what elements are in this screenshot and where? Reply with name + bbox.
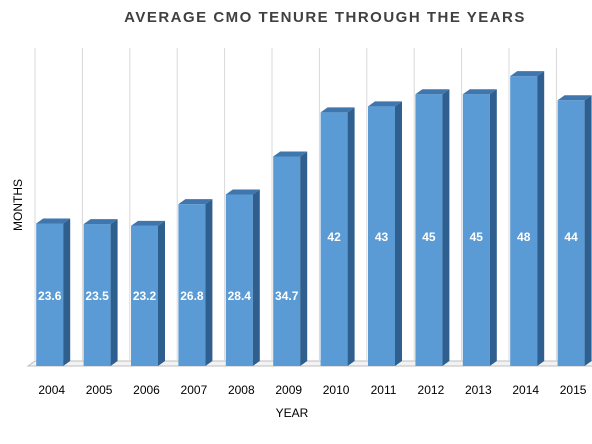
- data-label: 23.2: [133, 289, 157, 303]
- bar-side: [300, 151, 308, 366]
- bar: [415, 94, 443, 366]
- bar-top: [415, 89, 450, 95]
- bar-top: [83, 219, 118, 225]
- chart-title: AVERAGE CMO TENURE THROUGH THE YEARS: [124, 9, 526, 26]
- bar-top: [36, 218, 71, 224]
- bar: [83, 224, 111, 366]
- x-tick-label: 2010: [323, 383, 350, 397]
- bar-top: [368, 101, 402, 107]
- data-label: 45: [422, 230, 436, 244]
- bar-side: [63, 218, 71, 366]
- bar-top: [178, 199, 213, 205]
- data-label: 34.7: [275, 289, 299, 303]
- data-label: 28.4: [228, 289, 252, 303]
- data-label: 43: [375, 230, 389, 244]
- bar-top: [557, 95, 592, 101]
- bar: [178, 204, 206, 366]
- data-label: 48: [517, 230, 531, 244]
- x-tick-label: 2009: [275, 383, 302, 397]
- bar: [320, 112, 348, 367]
- bar-side: [395, 101, 402, 367]
- bar: [225, 194, 253, 366]
- x-axis-label: YEAR: [275, 406, 309, 420]
- bar-side: [442, 89, 450, 366]
- bar-side: [537, 71, 545, 366]
- data-label: 44: [564, 230, 578, 244]
- bar-top: [320, 107, 355, 113]
- bar-side: [347, 107, 355, 367]
- bar: [273, 156, 301, 366]
- data-label: 42: [327, 230, 341, 244]
- bar: [557, 100, 585, 367]
- x-tick-label: 2014: [512, 383, 539, 397]
- data-label: 23.6: [38, 289, 62, 303]
- x-tick-label: 2006: [133, 383, 160, 397]
- bar: [36, 223, 64, 366]
- bar: [131, 225, 158, 366]
- x-tick-label: 2008: [228, 383, 255, 397]
- bar-top: [225, 189, 260, 195]
- bar-top: [510, 71, 545, 77]
- bar-side: [205, 199, 213, 366]
- bar: [368, 106, 395, 367]
- bar: [462, 94, 490, 366]
- data-label: 23.5: [85, 289, 109, 303]
- bar-side: [252, 189, 260, 366]
- data-label: 45: [470, 230, 484, 244]
- bar-side: [584, 95, 592, 367]
- chart-floor: [26, 360, 592, 367]
- x-tick-label: 2005: [86, 383, 113, 397]
- bar-top: [131, 220, 165, 226]
- x-tick-label: 2004: [38, 383, 65, 397]
- bar: [510, 76, 538, 366]
- x-tick-label: 2012: [418, 383, 445, 397]
- bar-side: [158, 220, 165, 366]
- bar-top: [462, 89, 497, 95]
- bar-side: [110, 219, 118, 366]
- bar-side: [489, 89, 497, 366]
- data-label: 26.8: [180, 289, 204, 303]
- x-tick-label: 2011: [371, 383, 397, 397]
- x-tick-label: 2015: [560, 383, 587, 397]
- x-tick-label: 2013: [465, 383, 492, 397]
- bar-top: [273, 151, 308, 157]
- x-tick-label: 2007: [181, 383, 208, 397]
